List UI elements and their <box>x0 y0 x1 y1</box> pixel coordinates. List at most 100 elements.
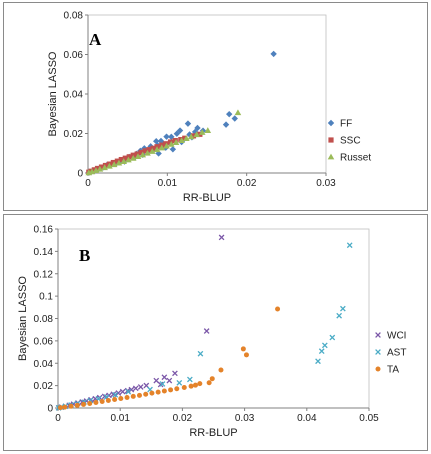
scatter-plot-b: 0 0.01 0.02 0.03 0.04 0.05 0 0.02 0.04 0.06 0.08 0.… <box>17 225 406 440</box>
data-point <box>93 400 99 406</box>
data-point <box>218 234 225 241</box>
data-point <box>222 121 230 128</box>
x-tick-label: 0.01 <box>158 178 178 189</box>
data-point <box>91 167 97 173</box>
y-tick-label: 0.02 <box>64 129 84 140</box>
legend-marker <box>328 137 334 143</box>
data-point <box>168 387 174 393</box>
data-point <box>163 133 170 140</box>
data-point <box>146 147 152 153</box>
data-point <box>132 385 139 392</box>
data-point <box>204 127 212 133</box>
data-point <box>169 146 177 153</box>
data-point <box>81 401 87 407</box>
data-point <box>96 165 104 172</box>
data-point <box>168 140 175 147</box>
x-tick-label: 0.05 <box>359 413 379 424</box>
data-point <box>161 388 167 394</box>
data-point <box>198 129 206 135</box>
legend-item-russet: Russet <box>327 153 371 164</box>
legend-marker <box>327 153 335 160</box>
data-point <box>270 50 277 58</box>
data-point <box>197 381 203 387</box>
data-point <box>218 367 224 373</box>
data-point <box>173 130 181 137</box>
data-point <box>144 149 151 156</box>
y-tick-label: 0.12 <box>34 269 54 280</box>
scatter-plot-a: 0 0.01 0.02 0.03 0 0.02 0.04 0.06 0.08 RR-BLUP Bay… <box>47 11 371 205</box>
data-point <box>183 135 190 142</box>
data-point <box>110 161 118 168</box>
series-ta <box>57 306 281 411</box>
data-point <box>118 395 124 401</box>
x-tick-label: 0.03 <box>235 413 255 424</box>
data-point <box>172 370 178 377</box>
data-point <box>136 392 142 398</box>
legend-label: AST <box>387 348 406 359</box>
data-point <box>143 391 149 397</box>
y-tick-label: 0.14 <box>34 247 54 258</box>
legend-item-ff: FF <box>327 119 352 130</box>
data-point <box>203 328 210 334</box>
data-point <box>174 386 180 392</box>
series-ast <box>55 242 353 411</box>
data-point <box>206 380 212 386</box>
data-point <box>124 394 130 400</box>
data-point <box>106 162 113 169</box>
y-axis-label: Bayesian LASSO <box>17 276 29 361</box>
data-point <box>134 153 142 160</box>
data-point <box>57 405 63 411</box>
data-point <box>336 312 343 319</box>
y-tick-label: 0 <box>77 169 83 180</box>
panel-label: A <box>89 30 102 49</box>
x-axis-label: RR-BLUP <box>183 192 231 204</box>
data-point <box>122 155 128 161</box>
data-point <box>125 156 132 163</box>
data-point <box>129 154 137 161</box>
data-point <box>197 350 204 357</box>
data-point <box>119 388 126 395</box>
y-tick-label: 0 <box>47 404 53 415</box>
data-point <box>318 348 325 355</box>
plot-area <box>87 14 327 174</box>
data-point <box>243 352 249 358</box>
x-tick-label: 0.02 <box>237 178 257 189</box>
data-point <box>159 381 166 387</box>
data-point <box>161 374 168 381</box>
data-point <box>138 149 144 156</box>
data-point <box>105 398 111 404</box>
data-point <box>68 403 74 409</box>
x-tick-label: 0.02 <box>173 413 193 424</box>
data-point <box>139 151 147 158</box>
data-point <box>163 142 170 149</box>
chart-panel-b: 0 0.01 0.02 0.03 0.04 0.05 0 0.02 0.04 0.06 0.08 0.… <box>3 214 428 451</box>
data-point <box>120 158 127 164</box>
y-tick-label: 0.06 <box>64 50 84 61</box>
data-point <box>142 148 148 154</box>
data-point <box>178 137 185 144</box>
plot-area <box>57 228 370 409</box>
series-russet <box>85 109 242 176</box>
x-tick-label: 0.01 <box>110 413 130 424</box>
data-point <box>125 388 132 395</box>
data-point <box>74 402 80 408</box>
data-point <box>187 376 193 383</box>
y-tick-label: 0.08 <box>34 314 54 325</box>
data-point <box>167 139 174 145</box>
legend-item-ast: AST <box>375 348 406 359</box>
data-point <box>184 120 192 127</box>
data-point <box>340 305 346 312</box>
legend-label: SSC <box>340 136 361 147</box>
y-axis-label: Bayesian LASSO <box>47 51 59 136</box>
data-point <box>92 167 100 174</box>
y-tick-label: 0.04 <box>64 90 84 101</box>
data-point <box>87 401 93 407</box>
x-tick-label: 0 <box>85 178 91 189</box>
data-point <box>240 346 246 352</box>
x-tick-label: 0.03 <box>316 178 336 189</box>
data-point <box>275 306 281 312</box>
legend-marker <box>327 119 335 127</box>
data-point <box>112 396 118 402</box>
data-point <box>115 159 123 166</box>
legend-label: WCI <box>387 331 406 342</box>
